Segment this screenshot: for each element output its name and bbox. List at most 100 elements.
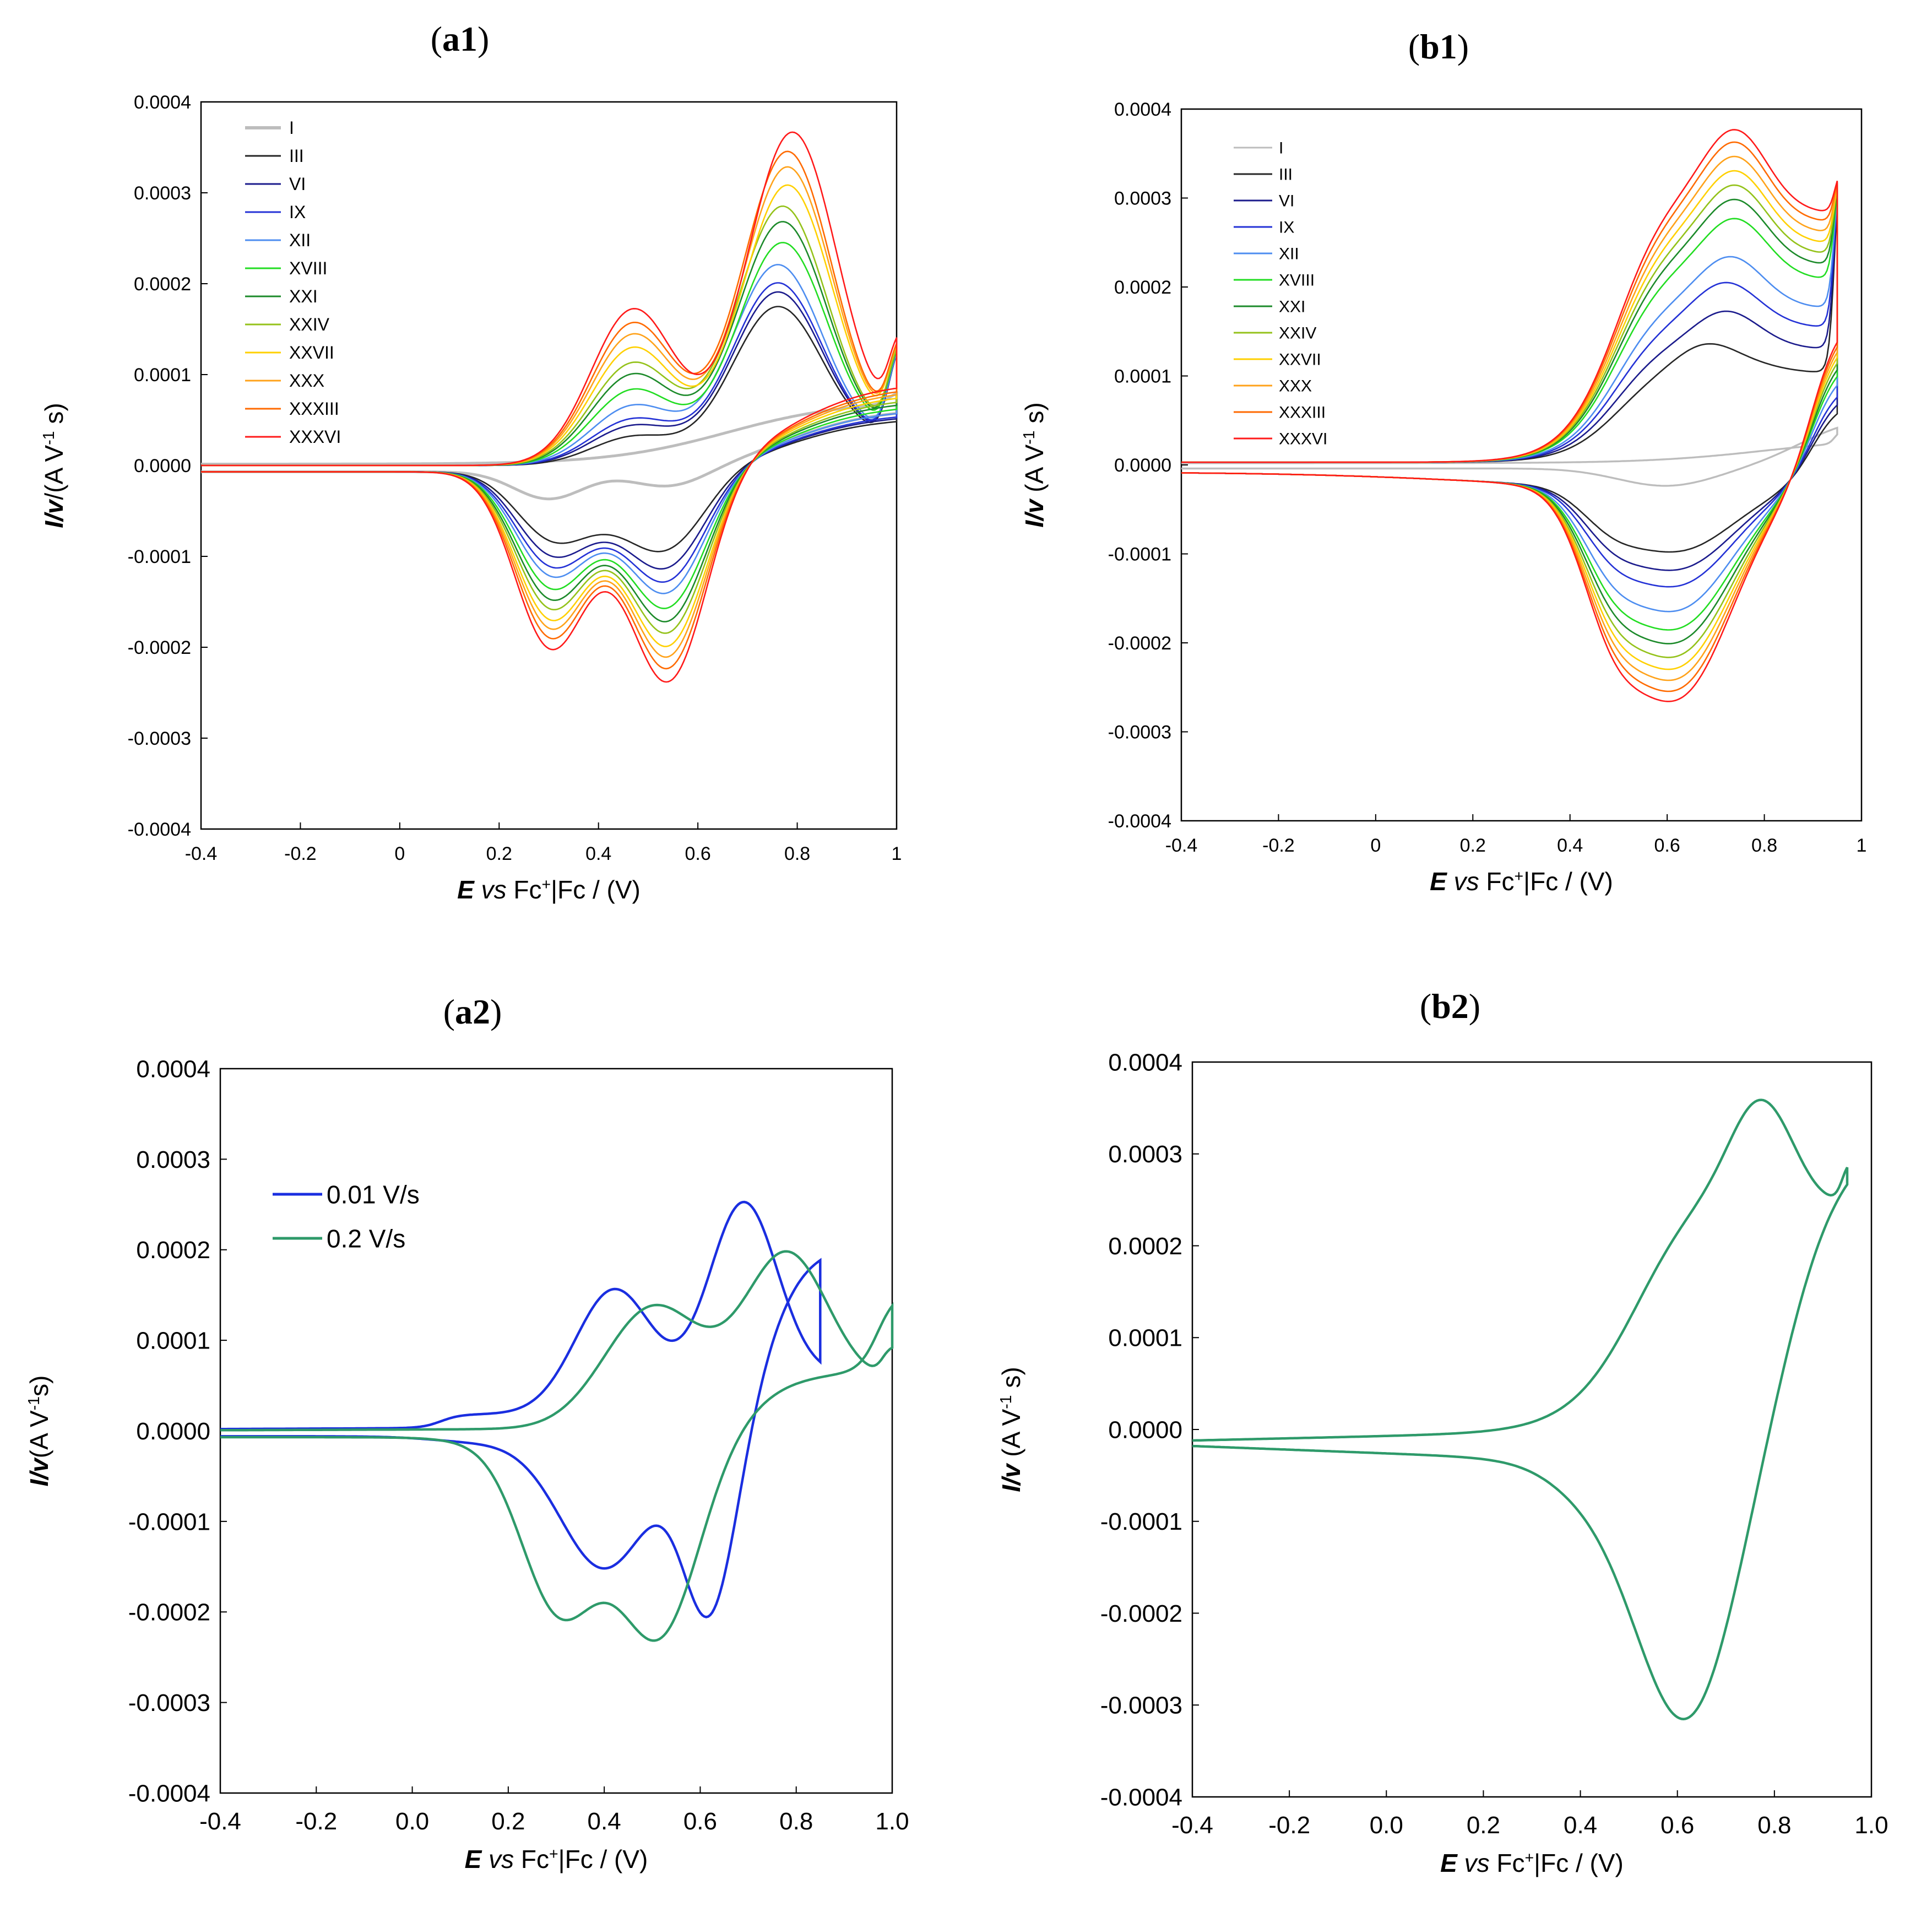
y-tick-label: 0.0004 (134, 92, 191, 113)
y-tick-label: 0.0001 (134, 365, 191, 386)
x-axis-label-part: Fc (507, 875, 542, 904)
x-tick-label: 0.4 (585, 843, 611, 864)
title-open: ( (1420, 987, 1431, 1026)
x-tick-label: -0.2 (295, 1808, 337, 1835)
x-axis-label-part: + (541, 876, 551, 893)
y-tick-label: 0.0001 (1114, 366, 1171, 387)
title-open: ( (1408, 27, 1420, 66)
y-tick-label: 0.0003 (1114, 188, 1171, 209)
y-axis-label-part: I/v (25, 1457, 53, 1487)
x-tick-label: 0.6 (685, 843, 711, 864)
y-tick-label: 0.0004 (136, 1055, 210, 1082)
y-tick-label: 0.0003 (136, 1146, 210, 1173)
x-axis-label-part: |Fc / (V) (551, 875, 641, 904)
a1-legend-label: XXI (289, 286, 318, 306)
x-tick-label: 0.4 (1564, 1812, 1597, 1839)
a1-legend-label: XII (289, 230, 311, 250)
title-close: ) (1457, 27, 1469, 66)
x-axis-label-part: Fc (1490, 1849, 1525, 1877)
y-tick-label: -0.0001 (128, 1508, 210, 1535)
x-tick-label: -0.2 (1262, 835, 1295, 856)
x-axis-label-part: E (1430, 867, 1447, 896)
x-tick-label: 0.2 (1460, 835, 1486, 856)
x-tick-label: 0.2 (486, 843, 512, 864)
x-tick-label: -0.2 (284, 843, 317, 864)
b1-series-I (1181, 426, 1838, 487)
y-tick-label: 0.0002 (134, 274, 191, 295)
y-tick-label: -0.0004 (1108, 811, 1171, 832)
y-axis-label-part: -1 (40, 431, 58, 445)
x-axis-label: E vs Fc+|Fc / (V) (465, 1845, 648, 1873)
y-tick-label: -0.0002 (128, 1599, 210, 1626)
x-tick-label: 1 (1857, 835, 1867, 856)
x-axis-label-part: E (457, 875, 475, 904)
y-tick-label: 0.0000 (136, 1418, 210, 1445)
a1-legend-label: XVIII (289, 258, 327, 278)
x-axis-label-part: + (1524, 1849, 1534, 1867)
a1-series-XXXVI (201, 131, 898, 683)
x-tick-label: -0.4 (1165, 835, 1198, 856)
panel-title: (b2) (1420, 987, 1480, 1026)
x-tick-label: 0.6 (1660, 1812, 1694, 1839)
x-tick-label: 0.4 (588, 1808, 621, 1835)
a2-series-group (220, 1200, 894, 1642)
b1-legend-label: XXX (1279, 377, 1312, 396)
a1-legend-label: VI (289, 174, 306, 194)
y-tick-label: 0.0001 (136, 1328, 210, 1355)
y-tick-label: 0.0001 (1108, 1325, 1182, 1352)
x-axis-label-part: |Fc / (V) (1523, 867, 1613, 896)
y-axis-label-part: (A V (25, 1410, 53, 1458)
panel-a2: (a2) 0.0004 0.0003 0.0002 0.0001 0.0000 -0.000… (25, 992, 909, 1873)
x-tick-label: 0.8 (784, 843, 810, 864)
y-tick-label: 0.0000 (1108, 1416, 1182, 1443)
y-tick-label: 0.0004 (1108, 1049, 1182, 1076)
a1-legend-label: XXXIII (289, 399, 339, 419)
a2-series-slow (220, 1200, 822, 1618)
b1-legend-label: III (1279, 166, 1293, 184)
b1-legend-label: XVIII (1279, 272, 1315, 290)
title-letter: b2 (1431, 987, 1469, 1026)
y-axis-label: I/v (A V-1 s) (1020, 402, 1049, 527)
y-tick-label: -0.0002 (128, 637, 191, 658)
x-axis-label-part: + (1514, 868, 1523, 885)
x-axis-label-part (481, 1845, 489, 1873)
b1-legend-label: XXXVI (1279, 430, 1327, 448)
x-tick-label: 0.0 (1370, 1812, 1403, 1839)
x-axis-label-part: vs (489, 1845, 514, 1873)
y-tick-label: -0.0004 (1100, 1784, 1182, 1811)
b1-legend-label: XXVII (1279, 351, 1321, 369)
panel-b1: (b1) 0.0004 0.0003 0.0002 0.0001 0.0000 -0.000… (1020, 27, 1866, 896)
b1-legend-label: XXIV (1279, 324, 1316, 343)
y-tick-label: 0.0004 (1114, 99, 1171, 120)
title-close: ) (477, 19, 489, 58)
x-axis-label-part: Fc (514, 1845, 549, 1873)
x-axis-label-part (1457, 1849, 1464, 1877)
y-axis-label-part: s) (40, 403, 68, 431)
a2-legend-label: 0.01 V/s (327, 1180, 420, 1209)
y-tick-label: -0.0001 (1100, 1508, 1182, 1535)
y-axis-label-part: s) (997, 1367, 1025, 1395)
y-axis-label-part: s) (25, 1375, 53, 1396)
x-axis-label-part: |Fc / (V) (1534, 1849, 1624, 1877)
x-tick-label: 0.8 (779, 1808, 813, 1835)
b1-legend-label: XII (1279, 245, 1299, 263)
x-tick-label: -0.4 (199, 1808, 241, 1835)
x-axis-label-part: E (1440, 1849, 1458, 1877)
x-tick-label: 0.8 (1751, 835, 1777, 856)
a1-legend-label: III (289, 146, 304, 166)
x-axis-label-part: vs (1464, 1849, 1490, 1877)
y-tick-label: 0.0000 (1114, 455, 1171, 476)
x-axis-label-part (1447, 867, 1454, 896)
x-tick-label: -0.2 (1268, 1812, 1310, 1839)
y-tick-label: -0.0002 (1100, 1600, 1182, 1627)
b1-legend-label: I (1279, 139, 1283, 158)
x-axis-label-part: + (549, 1845, 558, 1863)
panel-title: (a2) (443, 992, 502, 1031)
a2-series-fast (220, 1250, 894, 1642)
x-tick-label: -0.4 (1171, 1812, 1213, 1839)
a2-legend-label: 0.2 V/s (327, 1225, 405, 1253)
b1-legend-label: IX (1279, 219, 1294, 237)
y-tick-label: 0.0002 (136, 1237, 210, 1264)
title-open: ( (443, 992, 455, 1031)
y-tick-label: 0.0002 (1108, 1233, 1182, 1260)
